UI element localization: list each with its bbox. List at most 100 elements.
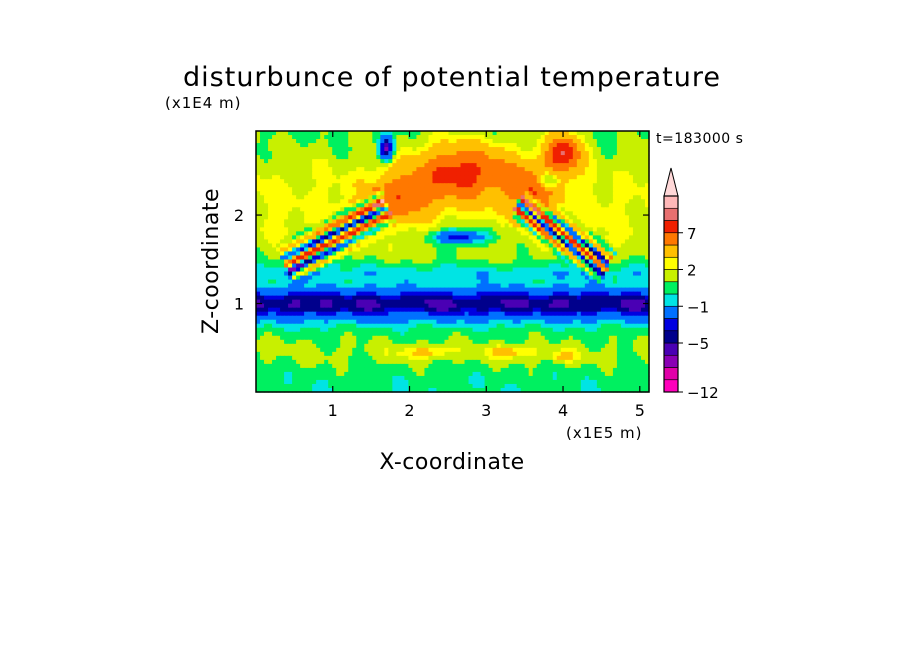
heatmap-cell: [292, 295, 297, 301]
heatmap-cell: [268, 319, 273, 325]
heatmap-cell: [536, 167, 542, 172]
heatmap-cell: [300, 139, 305, 144]
heatmap-cell: [288, 287, 293, 293]
heatmap-cell: [384, 195, 389, 200]
heatmap-cell: [316, 331, 321, 337]
heatmap-cell: [616, 303, 622, 309]
heatmap-cell: [516, 159, 522, 164]
heatmap-cell: [340, 307, 345, 313]
heatmap-cell: [276, 315, 281, 321]
heatmap-cell: [480, 131, 486, 136]
heatmap-cell: [392, 143, 397, 148]
heatmap-cell: [460, 243, 466, 249]
heatmap-cell: [448, 183, 454, 188]
heatmap-cell: [488, 135, 494, 140]
heatmap-cell: [500, 239, 506, 245]
heatmap-cell: [528, 223, 534, 228]
heatmap-cell: [496, 299, 502, 305]
heatmap-cell: [284, 187, 289, 192]
heatmap-cell: [484, 163, 490, 168]
heatmap-cell: [372, 295, 377, 301]
heatmap-cell: [384, 323, 389, 329]
heatmap-cell: [392, 275, 397, 281]
heatmap-cell: [600, 231, 606, 236]
heatmap-cell: [588, 203, 594, 208]
heatmap-cell: [492, 311, 498, 317]
heatmap-cell: [544, 247, 550, 253]
heatmap-cell: [528, 267, 534, 273]
heatmap-cell: [348, 255, 353, 261]
heatmap-cell: [512, 331, 518, 337]
heatmap-cell: [620, 195, 626, 200]
heatmap-cell: [436, 291, 442, 297]
heatmap-cell: [632, 135, 638, 140]
heatmap-cell: [536, 155, 542, 160]
heatmap-cell: [420, 259, 426, 265]
heatmap-cell: [508, 131, 514, 136]
heatmap-cell: [408, 219, 413, 224]
heatmap-cell: [444, 315, 450, 321]
heatmap-cell: [564, 323, 570, 329]
heatmap-cell: [588, 263, 594, 269]
heatmap-cell: [272, 315, 277, 321]
heatmap-cell: [264, 307, 269, 313]
heatmap-cell: [624, 195, 630, 200]
heatmap-cell: [428, 231, 434, 236]
heatmap-cell: [284, 255, 289, 261]
heatmap-cell: [288, 191, 293, 196]
heatmap-cell: [312, 223, 317, 228]
heatmap-cell: [372, 235, 377, 241]
heatmap-cell: [560, 279, 566, 285]
heatmap-cell: [632, 315, 638, 321]
heatmap-cell: [456, 171, 462, 176]
heatmap-cell: [404, 295, 409, 301]
heatmap-cell: [404, 191, 409, 196]
heatmap-cell: [520, 319, 526, 325]
heatmap-cell: [604, 255, 610, 261]
heatmap-cell: [356, 283, 361, 289]
heatmap-cell: [336, 319, 341, 325]
heatmap-cell: [480, 199, 486, 204]
heatmap-cell: [452, 331, 458, 337]
heatmap-cell: [464, 267, 470, 273]
heatmap-cell: [492, 199, 498, 204]
heatmap-cell: [328, 319, 333, 325]
heatmap-cell: [576, 239, 582, 245]
heatmap-cell: [636, 307, 642, 313]
heatmap-cell: [304, 291, 309, 297]
heatmap-cell: [552, 239, 558, 245]
heatmap-cell: [572, 271, 578, 277]
heatmap-cell: [620, 211, 626, 216]
heatmap-cell: [340, 167, 345, 172]
heatmap-cell: [424, 255, 430, 261]
heatmap-cell: [316, 279, 321, 285]
heatmap-cell: [396, 243, 401, 249]
heatmap-cell: [480, 231, 486, 236]
heatmap-cell: [404, 207, 409, 212]
heatmap-cell: [264, 155, 269, 160]
heatmap-cell: [576, 263, 582, 269]
heatmap-cell: [596, 239, 602, 245]
heatmap-cell: [636, 311, 642, 317]
heatmap-cell: [568, 187, 574, 192]
heatmap-cell: [628, 135, 634, 140]
heatmap-cell: [484, 243, 490, 249]
heatmap-cell: [416, 255, 422, 261]
heatmap-cell: [436, 203, 442, 208]
heatmap-cell: [524, 263, 530, 269]
heatmap-cell: [612, 179, 618, 184]
heatmap-cell: [540, 131, 546, 136]
heatmap-cell: [440, 191, 446, 196]
heatmap-cell: [304, 323, 309, 329]
heatmap-cell: [600, 263, 606, 269]
heatmap-cell: [404, 231, 409, 236]
heatmap-cell: [380, 307, 385, 313]
heatmap-cell: [540, 235, 546, 241]
heatmap-cell: [528, 307, 534, 313]
heatmap-cell: [360, 139, 365, 144]
heatmap-cell: [400, 323, 405, 329]
heatmap-cell: [396, 235, 401, 241]
heatmap-cell: [336, 267, 341, 273]
heatmap-cell: [284, 259, 289, 265]
heatmap-cell: [296, 227, 301, 232]
